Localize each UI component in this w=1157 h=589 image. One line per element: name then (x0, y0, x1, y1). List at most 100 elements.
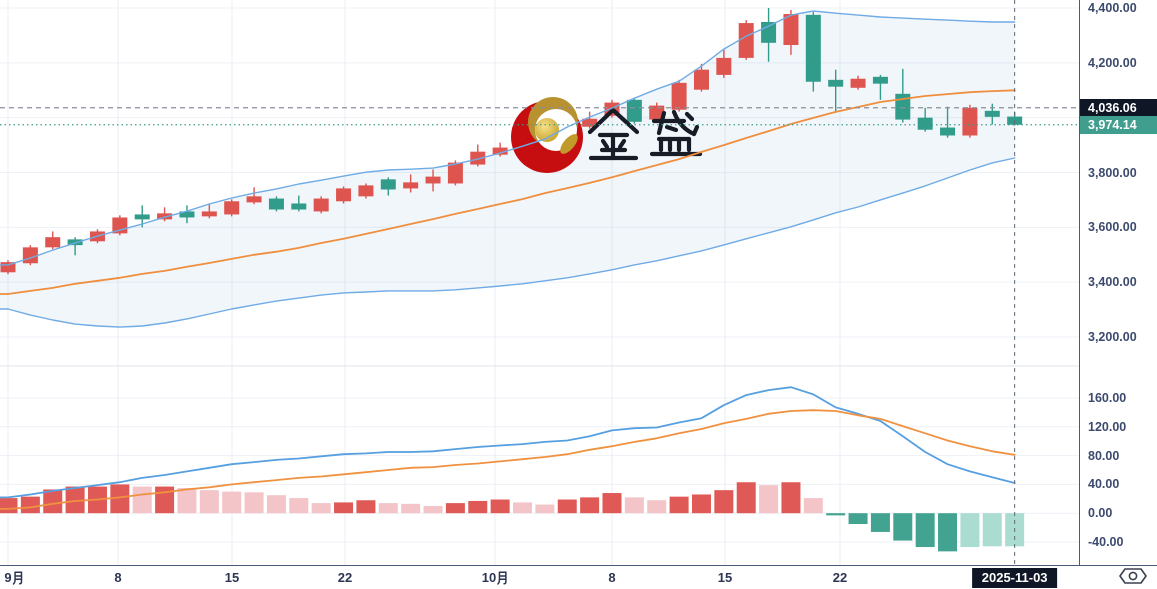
macd-line (0, 386, 1016, 499)
price-tick-label: 3,200.00 (1088, 330, 1137, 344)
macd-bar (222, 491, 242, 514)
macd-bar (915, 513, 935, 548)
candle-body (224, 201, 240, 215)
time-axis[interactable]: 2025-11-03 9 8 15 22 10 8 15 22 (0, 565, 1157, 589)
candle-body (380, 179, 396, 190)
candle-body (268, 198, 284, 210)
bollinger-lower-line (0, 157, 1016, 328)
macd-bar (736, 482, 756, 514)
bollinger-middle-line (0, 89, 1016, 295)
macd-bar (803, 498, 823, 514)
indicator-tick-label: 0.00 (1088, 506, 1113, 521)
macd-bar (691, 494, 711, 514)
candle-body (984, 110, 1000, 117)
macd-bar (468, 500, 488, 514)
time-tick-label: 22 (832, 570, 848, 585)
candle-body (828, 79, 844, 87)
candle-body (626, 99, 642, 122)
last-price-badge: 3,974.14 (1080, 115, 1157, 134)
macd-bar (647, 500, 667, 514)
crosshair-date-badge: 2025-11-03 (971, 568, 1058, 588)
candle-body (492, 147, 508, 155)
candle-body (22, 247, 38, 264)
macd-bar (445, 503, 465, 514)
indicator-tick-label: 120.00 (1088, 419, 1127, 434)
indicator-tick-label: 160.00 (1088, 391, 1127, 405)
macd-bar (244, 492, 264, 514)
time-tick-label: 22 (337, 570, 353, 585)
watermark (511, 97, 703, 173)
candle-body (805, 14, 821, 82)
macd-bar (513, 502, 533, 514)
macd-bar (43, 489, 63, 514)
macd-bar (960, 513, 980, 548)
candle-body (201, 211, 217, 217)
indicator-tick-label: -40.00 (1088, 535, 1124, 549)
macd-bar (20, 496, 40, 514)
macd-histogram (0, 482, 1025, 552)
candle-body (425, 176, 441, 184)
candle-body (291, 203, 307, 210)
time-tick-label: 8 (114, 570, 122, 585)
candle-body (157, 213, 173, 220)
price-tick-label: 3,600.00 (1088, 220, 1137, 235)
candle-body (962, 107, 978, 136)
candle-body (582, 118, 598, 127)
macd-bar (826, 513, 846, 516)
indicator-tick-label: 40.00 (1088, 477, 1120, 492)
candle-body (403, 182, 419, 189)
time-tick-label: 15 (224, 570, 240, 585)
macd-bar (289, 498, 309, 514)
macd-bar (356, 500, 376, 514)
candle-body (649, 105, 665, 120)
time-tick-label: 8 (608, 570, 616, 585)
candle-body (447, 162, 463, 184)
candle-body (358, 185, 374, 197)
price-tick-label: 4,400.00 (1088, 1, 1137, 15)
signal-line (0, 409, 1016, 510)
price-tick-label: 3,400.00 (1088, 275, 1137, 290)
macd-bar (401, 503, 421, 514)
price-tick-label: 4,200.00 (1088, 55, 1137, 70)
candle-body (761, 21, 777, 43)
bollinger-band-fill (0, 11, 1015, 328)
macd-bar (65, 486, 85, 514)
candle-body (671, 82, 687, 110)
bollinger-upper-line (0, 10, 1016, 266)
time-tick-label: 10 (482, 570, 508, 585)
price-axis[interactable]: 4,036.06 3,974.14 4,400.00 4,200.00 3,800.… (1079, 0, 1157, 589)
candle-body (313, 198, 329, 212)
macd-bar (602, 493, 622, 514)
watermark-text (587, 107, 703, 161)
candle-body (336, 188, 352, 202)
candle-body (470, 151, 486, 165)
candle-body (783, 14, 799, 46)
macd-bar (938, 513, 958, 552)
macd-bar (0, 498, 18, 514)
hexagon-eye-icon[interactable] (1118, 567, 1148, 589)
macd-bar (759, 485, 779, 514)
candle-body (917, 117, 933, 130)
time-tick-label: 9 (4, 570, 23, 585)
candle-body (716, 57, 732, 75)
jinsheng-crescent-logo (511, 97, 583, 173)
macd-bar (535, 504, 555, 514)
time-tick-label: 15 (717, 570, 733, 585)
macd-bar (669, 496, 689, 514)
macd-bar (266, 495, 286, 514)
candle-body (940, 127, 956, 136)
macd-bar (870, 513, 890, 532)
candle-body (45, 237, 61, 248)
macd-bar (334, 502, 354, 514)
candle-body (693, 69, 709, 90)
macd-bar (580, 497, 600, 514)
macd-bar (311, 503, 331, 514)
macd-bar (893, 513, 913, 541)
macd-bar (781, 482, 801, 514)
macd-bar (378, 503, 398, 514)
macd-bar (982, 513, 1002, 547)
month-glyph (12, 570, 23, 585)
price-tick-label: 3,800.00 (1088, 165, 1137, 180)
